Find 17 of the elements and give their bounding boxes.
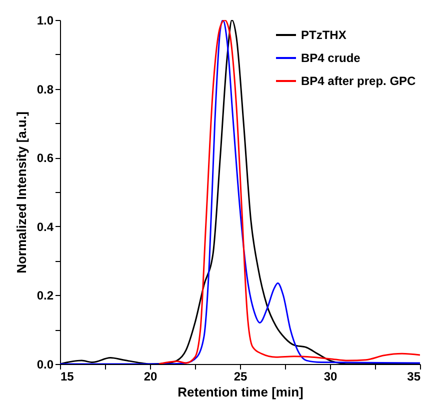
y-tick-label: 0.0	[36, 358, 54, 372]
x-tick-label: 25	[234, 370, 248, 384]
y-tick-label: 0.8	[36, 82, 54, 96]
line-series	[158, 20, 420, 364]
y-tick-label: 0.2	[36, 288, 54, 303]
legend-label: BP4 after prep. GPC	[301, 74, 416, 88]
x-axis-title: Retention time [min]	[178, 384, 304, 400]
x-tick-label: 35	[407, 370, 421, 384]
x-tick-label: 30	[324, 370, 338, 384]
y-tick-label: 0.4	[36, 220, 54, 234]
y-tick-label: 0.6	[36, 151, 54, 166]
y-tick-label: 1.0	[36, 14, 54, 28]
legend-label: PTzTHX	[301, 28, 346, 42]
x-tick-label: 15	[60, 370, 74, 384]
legend-label: BP4 crude	[301, 51, 361, 65]
x-tick-label: 20	[144, 370, 158, 384]
y-axis-title: Normalized Intensity [a.u.]	[14, 112, 29, 274]
